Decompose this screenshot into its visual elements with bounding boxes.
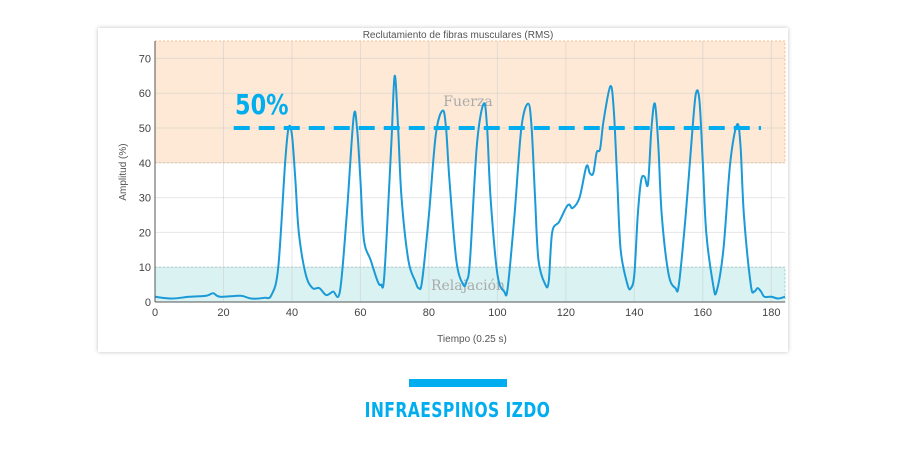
x-tick-label: 120 bbox=[557, 307, 575, 319]
x-tick-label: 20 bbox=[217, 307, 229, 319]
x-tick-label: 40 bbox=[286, 307, 298, 319]
band-label: Relajación bbox=[431, 278, 505, 294]
y-tick-label: 30 bbox=[139, 193, 151, 205]
y-tick-label: 20 bbox=[139, 227, 151, 239]
y-tick-label: 60 bbox=[139, 88, 151, 100]
x-tick-label: 100 bbox=[488, 307, 506, 319]
y-tick-label: 40 bbox=[139, 158, 151, 170]
muscle-caption: INFRAESPINOS IZDO bbox=[364, 398, 551, 422]
caption-accent-bar bbox=[409, 379, 507, 387]
y-tick-label: 0 bbox=[145, 297, 151, 309]
chart-title: Reclutamiento de fibras musculares (RMS) bbox=[363, 30, 554, 41]
x-tick-label: 140 bbox=[625, 307, 643, 319]
band-fuerza bbox=[154, 40, 786, 164]
y-tick-label: 70 bbox=[139, 53, 151, 65]
x-axis-label: Tiempo (0.25 s) bbox=[437, 334, 507, 345]
threshold-label: 50% bbox=[235, 87, 289, 120]
x-tick-label: 60 bbox=[354, 307, 366, 319]
x-tick-label: 180 bbox=[762, 307, 780, 319]
y-tick-label: 50 bbox=[139, 123, 151, 135]
y-axis-label: Amplitud (%) bbox=[118, 143, 129, 200]
y-tick-label: 10 bbox=[139, 262, 151, 274]
x-tick-label: 80 bbox=[423, 307, 435, 319]
x-tick-label: 160 bbox=[694, 307, 712, 319]
x-tick-label: 0 bbox=[152, 307, 158, 319]
band-label: Fuerza bbox=[443, 94, 492, 110]
